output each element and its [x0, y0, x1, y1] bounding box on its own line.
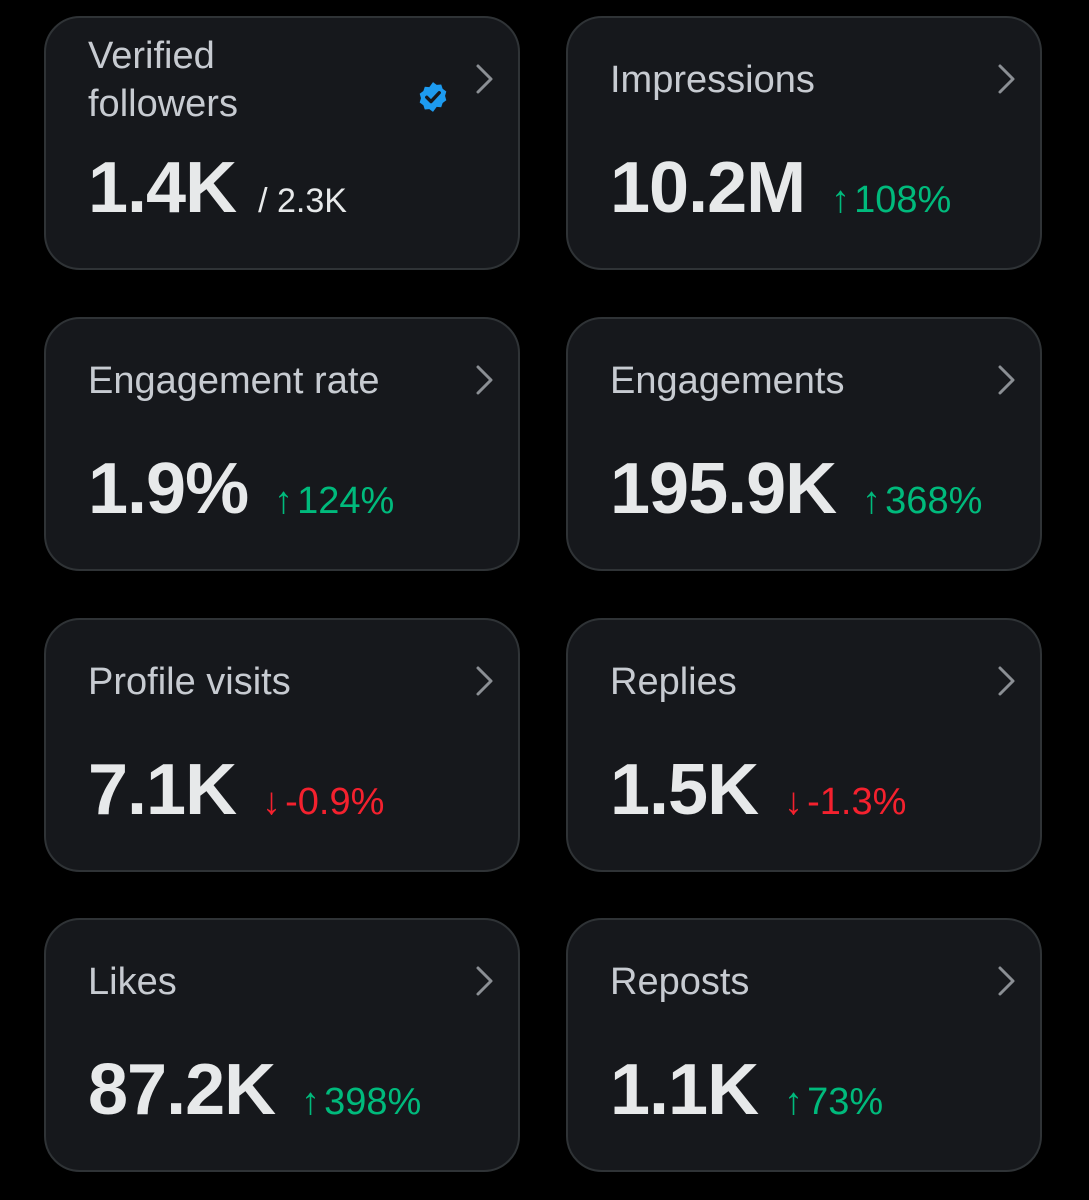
card-title-line-1: Verified	[88, 35, 215, 77]
card-title: Replies	[610, 661, 737, 703]
change-indicator: ↑ 398%	[301, 1081, 421, 1124]
card-engagements[interactable]: Engagements 195.9K ↑ 368%	[566, 317, 1042, 571]
value-row: 195.9K ↑ 368%	[610, 449, 982, 529]
arrow-up-icon: ↑	[831, 179, 851, 221]
card-value: 10.2M	[610, 148, 806, 228]
chevron-right-icon[interactable]	[994, 62, 1018, 96]
card-value: 1.1K	[610, 1050, 759, 1130]
card-likes[interactable]: Likes 87.2K ↑ 398%	[44, 918, 520, 1172]
value-row: 87.2K ↑ 398%	[88, 1050, 421, 1130]
change-value: -0.9%	[285, 781, 385, 823]
arrow-down-icon: ↓	[262, 781, 282, 823]
card-title-line-2: followers	[88, 83, 238, 125]
arrow-up-icon: ↑	[862, 480, 882, 522]
card-impressions[interactable]: Impressions 10.2M ↑ 108%	[566, 16, 1042, 270]
card-value: 7.1K	[88, 750, 237, 830]
change-indicator: ↑ 368%	[862, 480, 982, 523]
card-reposts[interactable]: Reposts 1.1K ↑ 73%	[566, 918, 1042, 1172]
card-replies[interactable]: Replies 1.5K ↓ -1.3%	[566, 618, 1042, 872]
value-row: 1.1K ↑ 73%	[610, 1050, 883, 1130]
chevron-right-icon[interactable]	[472, 62, 496, 96]
change-value: 124%	[297, 480, 395, 522]
change-indicator: ↑ 73%	[784, 1081, 883, 1124]
card-title: Profile visits	[88, 661, 291, 703]
card-engagement-rate[interactable]: Engagement rate 1.9% ↑ 124%	[44, 317, 520, 571]
change-value: 108%	[854, 179, 952, 221]
card-value: 1.4K	[88, 148, 237, 228]
change-indicator: ↓ -0.9%	[262, 781, 384, 824]
card-value: 1.5K	[610, 750, 759, 830]
value-row: 7.1K ↓ -0.9%	[88, 750, 384, 830]
arrow-up-icon: ↑	[274, 480, 294, 522]
change-indicator: ↑ 124%	[274, 480, 394, 523]
chevron-right-icon[interactable]	[472, 664, 496, 698]
arrow-up-icon: ↑	[301, 1081, 321, 1123]
change-indicator: ↓ -1.3%	[784, 781, 906, 824]
value-row: 10.2M ↑ 108%	[610, 148, 951, 228]
value-row: 1.9% ↑ 124%	[88, 449, 394, 529]
card-value: 87.2K	[88, 1050, 276, 1130]
card-value: 195.9K	[610, 449, 837, 529]
chevron-right-icon[interactable]	[472, 964, 496, 998]
card-profile-visits[interactable]: Profile visits 7.1K ↓ -0.9%	[44, 618, 520, 872]
chevron-right-icon[interactable]	[994, 664, 1018, 698]
change-value: 73%	[807, 1081, 884, 1123]
card-title: Impressions	[610, 59, 815, 101]
card-title: Reposts	[610, 961, 750, 1003]
verified-badge-icon	[419, 82, 447, 112]
chevron-right-icon[interactable]	[472, 363, 496, 397]
card-title: Likes	[88, 961, 177, 1003]
chevron-right-icon[interactable]	[994, 964, 1018, 998]
card-verified-followers[interactable]: Verified followers 1.4K / 2.3K	[44, 16, 520, 270]
card-denominator: / 2.3K	[258, 182, 347, 220]
arrow-up-icon: ↑	[784, 1081, 804, 1123]
card-title: Verified followers	[88, 32, 238, 128]
card-value: 1.9%	[88, 449, 249, 529]
card-title: Engagement rate	[88, 360, 380, 402]
change-value: -1.3%	[807, 781, 907, 823]
change-value: 398%	[324, 1081, 422, 1123]
chevron-right-icon[interactable]	[994, 363, 1018, 397]
card-title: Engagements	[610, 360, 845, 402]
value-row: 1.5K ↓ -1.3%	[610, 750, 906, 830]
value-row: 1.4K / 2.3K	[88, 148, 347, 228]
change-indicator: ↑ 108%	[831, 179, 951, 222]
arrow-down-icon: ↓	[784, 781, 804, 823]
change-value: 368%	[885, 480, 983, 522]
